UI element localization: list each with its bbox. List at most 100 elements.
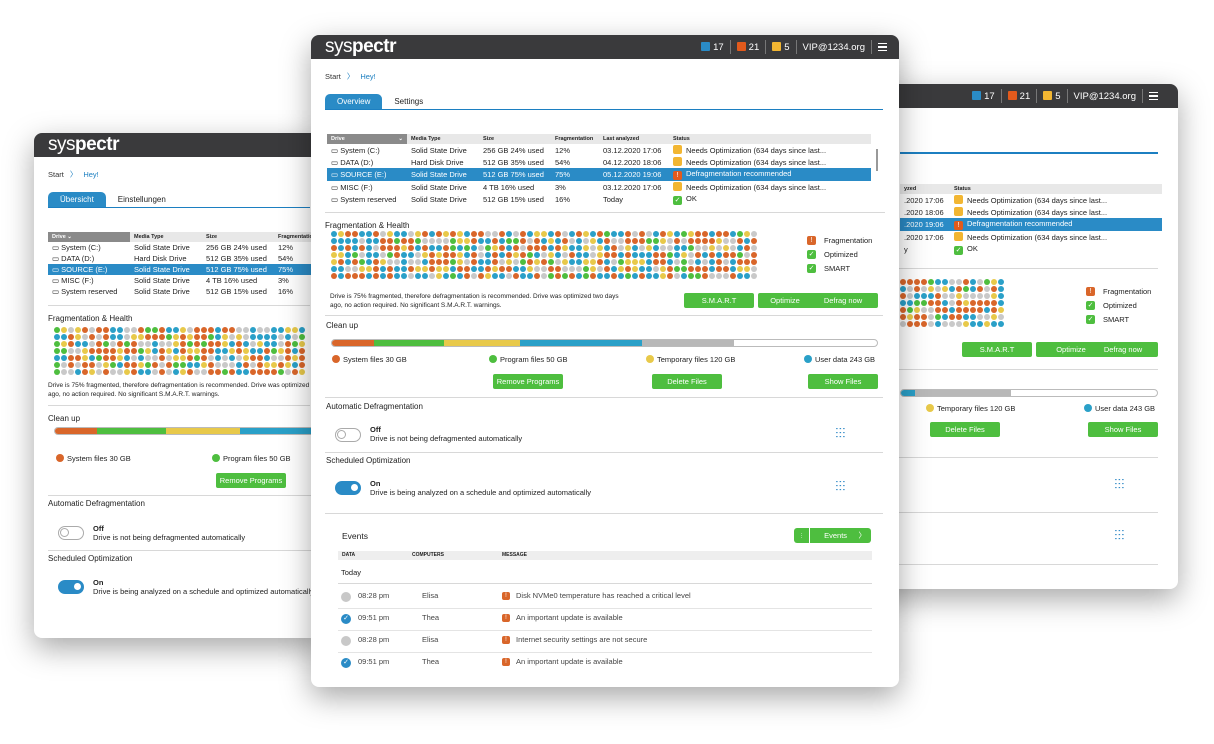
fragment-dot (450, 238, 456, 244)
menu-icon[interactable] (1149, 92, 1158, 100)
fragment-dot (250, 327, 256, 333)
fragment-dot (292, 355, 298, 361)
table-row[interactable]: ▭ DATA (D:) Hard Disk Drive 512 GB 35% use… (52, 254, 294, 263)
warning-badge[interactable]: 5 (1043, 90, 1061, 102)
circle-icon[interactable] (341, 592, 351, 602)
show-files-button[interactable]: Show Files (808, 374, 878, 389)
event-row[interactable]: ✓ 09:51 pm Thea! An important update is ava… (338, 656, 872, 672)
fragment-dot (264, 341, 270, 347)
tab-settings[interactable]: Einstellungen (117, 195, 166, 204)
fragment-dot (907, 279, 913, 285)
fragment-dot (646, 231, 652, 237)
frag-description: Drive is 75% fragmented, therefore defra… (330, 293, 619, 309)
check-circle-icon[interactable]: ✓ (341, 658, 351, 668)
fragment-dot (688, 266, 694, 272)
fragmentation-map (900, 279, 1004, 327)
sliders-icon[interactable]: ⫶⫶⫶ (835, 478, 846, 494)
fragment-dot (492, 273, 498, 279)
table-row[interactable]: ▭ System reserved Solid State Drive 512 GB… (52, 287, 294, 296)
fragment-dot (583, 266, 589, 272)
fragment-dot (243, 348, 249, 354)
auto-defrag-toggle[interactable] (335, 428, 361, 442)
warning-badge[interactable]: 5 (772, 41, 790, 53)
fragment-dot (380, 252, 386, 258)
fragment-dot (555, 252, 561, 258)
tab-overview[interactable]: Overview (325, 94, 383, 109)
smart-button[interactable]: S.M.A.R.T (684, 293, 754, 308)
legend-optimized: ✓ Optimized (807, 250, 858, 259)
fragment-dot (949, 314, 955, 320)
download-badge[interactable]: 17 (972, 90, 995, 102)
frag-legend: ! Fragmentation ✓ Optimized ✓ SMART (807, 236, 872, 278)
tab-settings[interactable]: Settings (394, 97, 424, 106)
event-row[interactable]: 08:28 pm Elisa! Internet security settings… (338, 634, 872, 650)
delete-files-button[interactable]: Delete Files (652, 374, 722, 389)
table-row[interactable]: ▭ System reserved Solid State Drive 512 GB… (331, 194, 697, 205)
fragment-dot (541, 245, 547, 251)
defrag-button[interactable]: Defrag now (1088, 342, 1158, 357)
section-schedule: Scheduled Optimization (326, 456, 411, 465)
fragment-dot (145, 348, 151, 354)
auto-defrag-toggle[interactable] (58, 526, 84, 540)
fragment-dot (548, 252, 554, 258)
table-row[interactable]: ▭ System (C:) Solid State Drive 256 GB 24%… (331, 145, 827, 155)
sliders-icon[interactable]: ⫶⫶⫶ (835, 425, 846, 441)
fragment-dot (688, 259, 694, 265)
fragment-dot (716, 238, 722, 244)
schedule-toggle[interactable] (335, 481, 361, 495)
fragment-dot (166, 348, 172, 354)
table-row[interactable]: ▭ DATA (D:) Hard Disk Drive 512 GB 35% use… (331, 157, 827, 167)
fragment-dot (457, 245, 463, 251)
cleanup-temp: Temporary files 120 GB (926, 404, 1015, 413)
fragment-dot (124, 327, 130, 333)
circle-icon[interactable] (341, 636, 351, 646)
user-email[interactable]: VIP@1234.org (802, 41, 865, 53)
sliders-icon[interactable]: ⫶⫶⫶ (1114, 527, 1125, 543)
fragment-dot (117, 355, 123, 361)
fragment-dot (900, 279, 906, 285)
filter-icon: ⫶ (794, 528, 810, 543)
schedule-toggle[interactable] (58, 580, 84, 594)
tab-overview[interactable]: Übersicht (48, 192, 106, 207)
fragment-dot (492, 231, 498, 237)
fragment-dot (271, 348, 277, 354)
fragment-dot (590, 273, 596, 279)
smart-button[interactable]: S.M.A.R.T (962, 342, 1032, 357)
table-row[interactable]: ▭ SOURCE (E:) Solid State Drive 512 GB 75%… (48, 264, 321, 275)
table-row[interactable]: ▭ SOURCE (E:) Solid State Drive 512 GB 75%… (327, 168, 871, 181)
scrollbar[interactable] (876, 149, 878, 171)
events-button[interactable]: ⫶ Events 〉 (794, 528, 871, 543)
download-badge[interactable]: 17 (701, 41, 724, 53)
remove-programs-button[interactable]: Remove Programs (216, 473, 286, 488)
fragment-dot (716, 231, 722, 237)
table-row[interactable]: ▭ MISC (F:) Solid State Drive 4 TB 16% use… (52, 276, 289, 285)
table-row[interactable]: ▭ System (C:) Solid State Drive 256 GB 24%… (52, 243, 294, 252)
fragment-dot (271, 327, 277, 333)
fragment-dot (942, 279, 948, 285)
sliders-icon[interactable]: ⫶⫶⫶ (1114, 476, 1125, 492)
remove-programs-button[interactable]: Remove Programs (493, 374, 563, 389)
fragment-dot (292, 341, 298, 347)
table-row[interactable]: ▭ MISC (F:) Solid State Drive 4 TB 16% use… (331, 182, 827, 192)
fragment-dot (236, 362, 242, 368)
menu-icon[interactable] (878, 43, 887, 51)
event-row[interactable]: ✓ 09:51 pm Thea! An important update is ava… (338, 612, 872, 628)
defrag-button[interactable]: Defrag now (808, 293, 878, 308)
fragment-dot (991, 321, 997, 327)
fragment-dot (970, 300, 976, 306)
delete-files-button[interactable]: Delete Files (930, 422, 1000, 437)
show-files-button[interactable]: Show Files (1088, 422, 1158, 437)
fragment-dot (285, 369, 291, 375)
cleanup-bar (331, 339, 878, 347)
fragment-dot (956, 286, 962, 292)
fragment-dot (928, 286, 934, 292)
fragment-dot (131, 334, 137, 340)
optimize-button[interactable]: Optimize (758, 293, 812, 308)
fragment-dot (331, 266, 337, 272)
event-row[interactable]: 08:28 pm Elisa! Disk NVMe0 temperature has… (338, 590, 872, 606)
check-circle-icon[interactable]: ✓ (341, 614, 351, 624)
user-email[interactable]: VIP@1234.org (1073, 90, 1136, 102)
alert-badge[interactable]: 21 (1007, 90, 1030, 102)
fragment-dot (674, 259, 680, 265)
alert-badge[interactable]: 21 (736, 41, 759, 53)
